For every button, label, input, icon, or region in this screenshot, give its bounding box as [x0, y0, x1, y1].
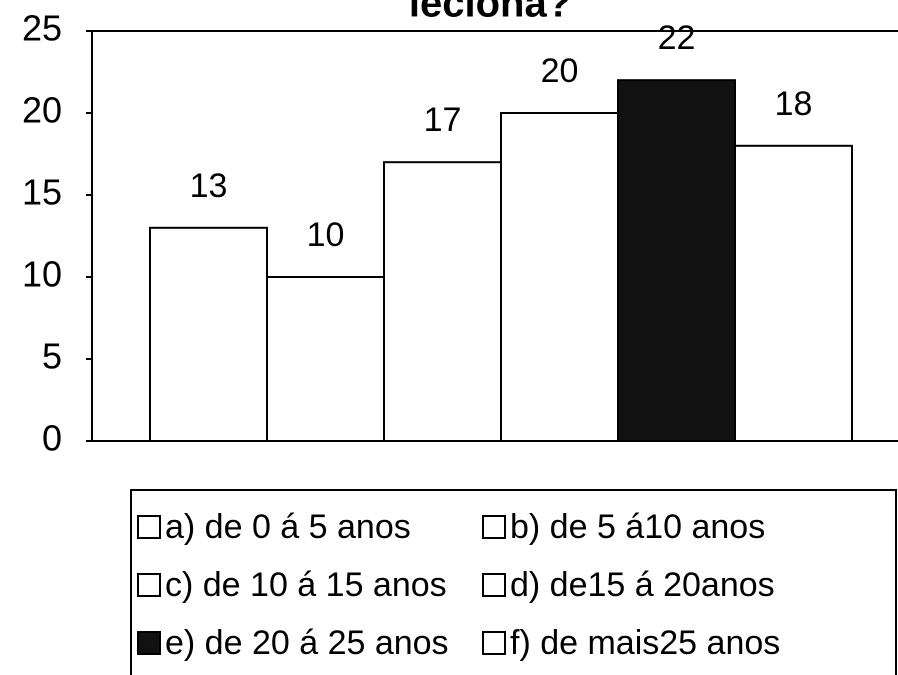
bar — [266, 276, 385, 442]
y-tick-label: 20 — [22, 90, 62, 131]
value-label: 22 — [658, 19, 696, 57]
legend-label: f) de mais25 anos — [510, 624, 780, 662]
legend-swatch — [482, 573, 506, 597]
legend-swatch — [137, 573, 161, 597]
y-tick-label: 0 — [42, 418, 62, 459]
legend-label: a) de 0 á 5 anos — [165, 508, 411, 546]
y-tick-label: 15 — [22, 172, 62, 213]
legend-box — [130, 489, 897, 675]
bar — [734, 144, 853, 443]
legend-swatch — [482, 515, 506, 539]
legend-label: e) de 20 á 25 anos — [165, 624, 449, 662]
y-tick-label: 25 — [22, 8, 62, 49]
bar — [149, 226, 268, 442]
value-label: 10 — [307, 216, 345, 254]
value-label: 18 — [775, 85, 813, 123]
bar — [617, 79, 736, 442]
value-label: 13 — [190, 167, 228, 205]
legend-label: c) de 10 á 15 anos — [165, 566, 447, 604]
legend-label: d) de15 á 20anos — [510, 566, 775, 604]
value-label: 17 — [424, 101, 462, 139]
chart-title: leciona? — [409, 0, 571, 26]
legend-swatch — [137, 631, 161, 655]
legend-swatch — [482, 631, 506, 655]
bar — [500, 112, 619, 442]
y-tick-label: 10 — [22, 254, 62, 295]
y-tick-label: 5 — [42, 336, 62, 377]
legend-swatch — [137, 515, 161, 539]
bar — [383, 161, 502, 442]
value-label: 20 — [541, 52, 579, 90]
legend-label: b) de 5 á10 anos — [510, 508, 765, 546]
